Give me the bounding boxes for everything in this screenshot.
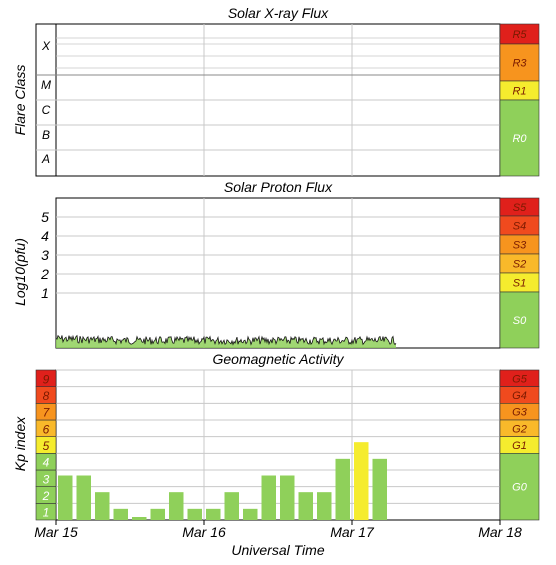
geomag-scale-g0-label: G0 <box>512 482 528 494</box>
geomag-bar-8 <box>206 508 221 520</box>
proton-flux-line <box>55 334 397 346</box>
xray-class-B: B <box>42 128 50 142</box>
xray-scale-r1-label: R1 <box>512 86 526 98</box>
geomag-ylabel: Kp index <box>12 416 28 471</box>
geomag-ytick-3: 3 <box>43 472 50 486</box>
geomag-bar-15 <box>335 458 350 520</box>
proton-scale-s3-label: S3 <box>513 240 527 252</box>
geomag-xtick-2: Mar 17 <box>330 524 375 540</box>
geomag-scale-g2-label: G2 <box>512 423 527 435</box>
geomag-bar-3 <box>113 508 128 520</box>
geomag-scale-g0-box <box>499 453 540 521</box>
geomag-title: Geomagnetic Activity <box>213 351 345 367</box>
geomag-bar-13 <box>298 492 313 520</box>
geomag-bar-0 <box>58 475 73 520</box>
geomag-ytick-4: 4 <box>43 456 50 470</box>
proton-scale-s0-box <box>499 291 540 349</box>
proton-scale-s1-label: S1 <box>513 278 526 290</box>
geomag-bar-4 <box>132 517 147 520</box>
geomag-bar-10 <box>243 508 258 520</box>
xray-scale-r0-box <box>499 99 540 177</box>
xray-scale-r3-label: R3 <box>512 58 527 70</box>
geomag-ytick-8: 8 <box>43 389 50 403</box>
geomag-scale-g5-label: G5 <box>512 373 528 385</box>
geomag-scale-g1-label: G1 <box>512 440 527 452</box>
geomag-scale-g4-label: G4 <box>512 390 527 402</box>
geomag-ytick-6: 6 <box>43 422 50 436</box>
geomag-kp-box-9 <box>35 369 57 387</box>
geomag-xtick-1: Mar 16 <box>182 524 226 540</box>
geomag-bar-5 <box>150 508 165 520</box>
xray-scale-r0-label: R0 <box>512 133 527 145</box>
geomag-xtick-0: Mar 15 <box>34 524 78 540</box>
proton-scale-s4-label: S4 <box>513 221 526 233</box>
proton-scale-s2-label: S2 <box>513 259 526 271</box>
geomag-bar-11 <box>261 475 276 520</box>
geomag-bar-6 <box>169 492 184 520</box>
xray-class-C: C <box>42 103 51 117</box>
geomag-xtick-3: Mar 18 <box>478 524 522 540</box>
proton-flux-area <box>56 335 396 348</box>
proton-ytick-3: 3 <box>41 247 49 263</box>
geomag-bar-16 <box>354 442 369 520</box>
proton-ytick-1: 1 <box>41 285 49 301</box>
geomag-bar-9 <box>224 492 239 520</box>
xray-class-X: X <box>41 39 51 53</box>
geomag-ytick-2: 2 <box>42 489 50 503</box>
proton-panel: 5 4 3 2 1 S5 S4 S3 S2 S1 S0 <box>40 197 540 349</box>
xray-class-M: M <box>41 78 51 92</box>
geomag-plot-area <box>55 369 501 521</box>
geomag-ytick-9: 9 <box>43 372 50 386</box>
geomag-scale-g3-label: G3 <box>512 407 528 419</box>
geomag-bar-14 <box>317 492 332 520</box>
proton-title: Solar Proton Flux <box>224 179 333 195</box>
proton-ytick-4: 4 <box>41 228 49 244</box>
geomag-ytick-1: 1 <box>43 506 50 520</box>
xray-title: Solar X-ray Flux <box>228 5 329 21</box>
proton-ylabel: Log10(pfu) <box>12 238 28 306</box>
proton-scale-s5-label: S5 <box>513 202 527 214</box>
proton-plot-area <box>55 197 501 349</box>
proton-ytick-2: 2 <box>40 266 49 282</box>
geomag-ytick-7: 7 <box>43 406 51 420</box>
xray-class-A: A <box>41 152 50 166</box>
geomag-panel: 9 8 7 6 5 4 3 2 1 G5 G4 G3 G2 G1 G0 Mar 15 Mar 16 Mar 17 M… <box>34 369 540 540</box>
x-axis-title: Universal Time <box>231 542 324 558</box>
proton-ytick-5: 5 <box>41 209 49 225</box>
geomag-bar-17 <box>372 458 387 520</box>
xray-scale-r5-label: R5 <box>512 29 527 41</box>
geomag-bar-2 <box>95 492 110 520</box>
geomag-bar-12 <box>280 475 295 520</box>
geomag-bar-7 <box>187 508 202 520</box>
geomag-ytick-5: 5 <box>43 439 50 453</box>
xray-ylabel: Flare Class <box>12 65 28 136</box>
geomag-bar-1 <box>76 475 91 520</box>
proton-scale-s0-label: S0 <box>513 315 527 327</box>
